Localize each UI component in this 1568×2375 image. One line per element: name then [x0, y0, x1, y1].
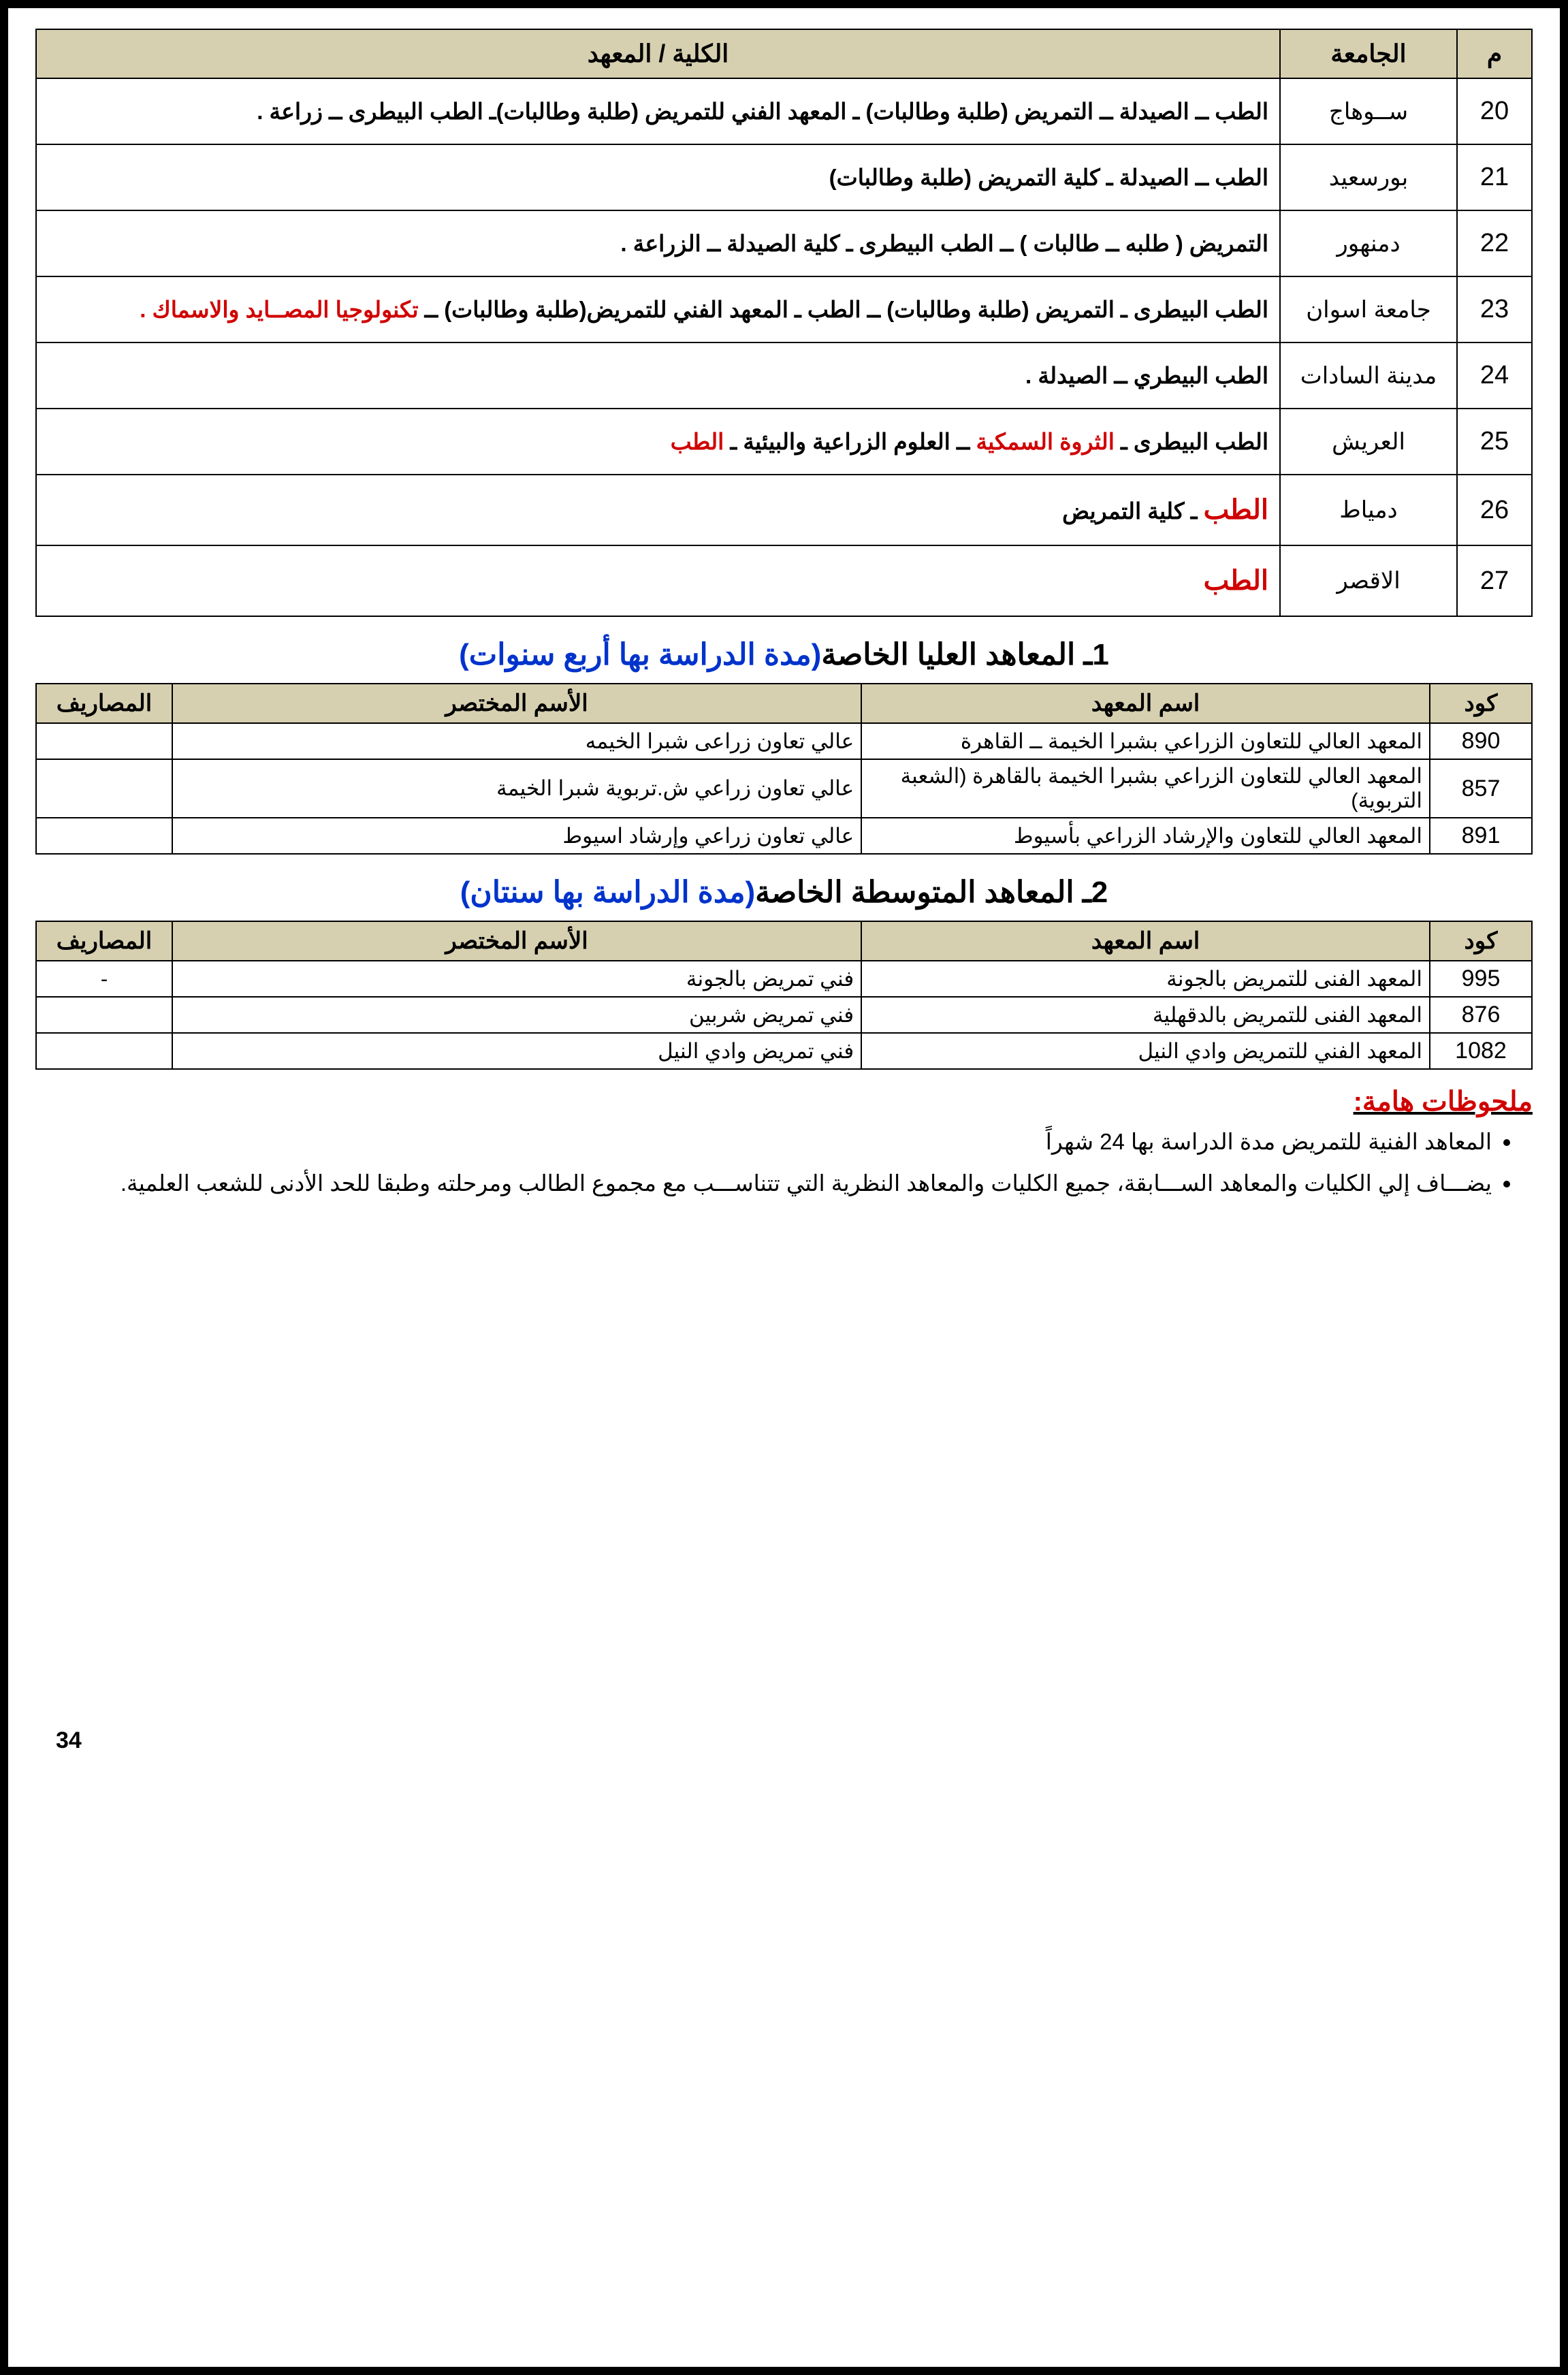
header-code: كود — [1430, 684, 1532, 723]
table-row: 20ســوهاجالطب ــ الصيدلة ــ التمريض (طلب… — [36, 78, 1532, 144]
section-2-title: 2ـ المعاهد المتوسطة الخاصة(مدة الدراسة ب… — [35, 875, 1533, 910]
section-2-prefix: 2ـ المعاهد المتوسطة الخاصة — [755, 876, 1108, 909]
cell-code: 890 — [1430, 723, 1532, 759]
cell-institute-name: المعهد العالي للتعاون والإرشاد الزراعي ب… — [861, 818, 1430, 854]
cell-fees — [36, 759, 172, 818]
cell-college: الطب — [36, 545, 1280, 616]
cell-college: التمريض ( طلبه ــ طالبات ) ــ الطب البيط… — [36, 210, 1280, 276]
table-row: 24مدينة الساداتالطب البيطري ــ الصيدلة . — [36, 342, 1532, 409]
cell-short-name: فني تمريض وادي النيل — [172, 1033, 861, 1069]
table-header-row: كود اسم المعهد الأسم المختصر المصاريف — [36, 684, 1532, 723]
section-1-blue: (مدة الدراسة بها أربع سنوات) — [459, 638, 821, 671]
cell-institute-name: المعهد الفنى للتمريض بالجونة — [861, 961, 1430, 997]
cell-code: 857 — [1430, 759, 1532, 818]
cell-university: العريش — [1280, 409, 1457, 475]
section-2-blue: (مدة الدراسة بها سنتان) — [460, 876, 755, 909]
cell-code: 876 — [1430, 997, 1532, 1033]
cell-college: الطب ــ الصيدلة ـ كلية التمريض (طلبة وطا… — [36, 144, 1280, 210]
cell-university: جامعة اسوان — [1280, 276, 1457, 342]
cell-fees: - — [36, 961, 172, 997]
cell-idx: 22 — [1457, 210, 1532, 276]
cell-idx: 23 — [1457, 276, 1532, 342]
header-fees: المصاريف — [36, 684, 172, 723]
table-row: 890المعهد العالي للتعاون الزراعي بشبرا ا… — [36, 723, 1532, 759]
cell-fees — [36, 818, 172, 854]
cell-idx: 21 — [1457, 144, 1532, 210]
table-row: 26دمياطالطب ـ كلية التمريض — [36, 475, 1532, 545]
cell-idx: 25 — [1457, 409, 1532, 475]
header-name: اسم المعهد — [861, 921, 1430, 961]
header-short: الأسم المختصر — [172, 684, 861, 723]
table-header-row: م الجامعة الكلية / المعهد — [36, 29, 1532, 78]
header-college: الكلية / المعهد — [36, 29, 1280, 78]
header-university: الجامعة — [1280, 29, 1457, 78]
section-1-title: 1ـ المعاهد العليا الخاصة(مدة الدراسة بها… — [35, 637, 1533, 672]
institutes-4yr-table: كود اسم المعهد الأسم المختصر المصاريف 89… — [35, 683, 1533, 855]
document-page: م الجامعة الكلية / المعهد 20ســوهاجالطب … — [0, 0, 1568, 2375]
header-fees: المصاريف — [36, 921, 172, 961]
cell-college: الطب ـ كلية التمريض — [36, 475, 1280, 545]
table-row: 21بورسعيدالطب ــ الصيدلة ـ كلية التمريض … — [36, 144, 1532, 210]
cell-short-name: عالي تعاون زراعي ش.تربوية شبرا الخيمة — [172, 759, 861, 818]
table-row: 27الاقصرالطب — [36, 545, 1532, 616]
cell-short-name: عالي تعاون زراعى شبرا الخيمه — [172, 723, 861, 759]
cell-institute-name: المعهد العالي للتعاون الزراعي بشبرا الخي… — [861, 759, 1430, 818]
cell-short-name: فني تمريض بالجونة — [172, 961, 861, 997]
cell-institute-name: المعهد الفني للتمريض وادي النيل — [861, 1033, 1430, 1069]
cell-idx: 24 — [1457, 342, 1532, 409]
cell-college: الطب البيطرى ـ التمريض (طلبة وطالبات) ــ… — [36, 276, 1280, 342]
cell-university: ســوهاج — [1280, 78, 1457, 144]
cell-university: بورسعيد — [1280, 144, 1457, 210]
cell-fees — [36, 1033, 172, 1069]
cell-university: دمياط — [1280, 475, 1457, 545]
cell-short-name: فني تمريض شربين — [172, 997, 861, 1033]
cell-institute-name: المعهد العالي للتعاون الزراعي بشبرا الخي… — [861, 723, 1430, 759]
cell-idx: 26 — [1457, 475, 1532, 545]
header-name: اسم المعهد — [861, 684, 1430, 723]
cell-university: دمنهور — [1280, 210, 1457, 276]
table-row: 876المعهد الفنى للتمريض بالدقهليةفني تمر… — [36, 997, 1532, 1033]
cell-code: 995 — [1430, 961, 1532, 997]
cell-university: الاقصر — [1280, 545, 1457, 616]
cell-institute-name: المعهد الفنى للتمريض بالدقهلية — [861, 997, 1430, 1033]
cell-code: 891 — [1430, 818, 1532, 854]
table-row: 995المعهد الفنى للتمريض بالجونةفني تمريض… — [36, 961, 1532, 997]
page-number: 34 — [56, 1727, 82, 1754]
cell-idx: 27 — [1457, 545, 1532, 616]
table-header-row: كود اسم المعهد الأسم المختصر المصاريف — [36, 921, 1532, 961]
table-row: 25العريشالطب البيطرى ـ الثروة السمكية ــ… — [36, 409, 1532, 475]
cell-college: الطب البيطرى ـ الثروة السمكية ــ العلوم … — [36, 409, 1280, 475]
table-row: 857المعهد العالي للتعاون الزراعي بشبرا ا… — [36, 759, 1532, 818]
universities-table: م الجامعة الكلية / المعهد 20ســوهاجالطب … — [35, 29, 1533, 617]
header-short: الأسم المختصر — [172, 921, 861, 961]
table-row: 1082المعهد الفني للتمريض وادي النيلفني ت… — [36, 1033, 1532, 1069]
notes-heading: ملحوظات هامة: — [35, 1086, 1533, 1117]
cell-short-name: عالي تعاون زراعي وإرشاد اسيوط — [172, 818, 861, 854]
cell-university: مدينة السادات — [1280, 342, 1457, 409]
section-1-prefix: 1ـ المعاهد العليا الخاصة — [821, 638, 1109, 671]
note-item: يضـــاف إلي الكليات والمعاهد الســـابقة،… — [56, 1166, 1492, 1202]
cell-idx: 20 — [1457, 78, 1532, 144]
cell-fees — [36, 723, 172, 759]
notes-list: المعاهد الفنية للتمريض مدة الدراسة بها 2… — [35, 1124, 1533, 1202]
table-row: 891المعهد العالي للتعاون والإرشاد الزراع… — [36, 818, 1532, 854]
note-item: المعاهد الفنية للتمريض مدة الدراسة بها 2… — [56, 1124, 1492, 1160]
cell-college: الطب البيطري ــ الصيدلة . — [36, 342, 1280, 409]
cell-fees — [36, 997, 172, 1033]
institutes-2yr-table: كود اسم المعهد الأسم المختصر المصاريف 99… — [35, 921, 1533, 1070]
header-idx: م — [1457, 29, 1532, 78]
cell-college: الطب ــ الصيدلة ــ التمريض (طلبة وطالبات… — [36, 78, 1280, 144]
cell-code: 1082 — [1430, 1033, 1532, 1069]
table-row: 23جامعة اسوانالطب البيطرى ـ التمريض (طلب… — [36, 276, 1532, 342]
header-code: كود — [1430, 921, 1532, 961]
table-row: 22دمنهورالتمريض ( طلبه ــ طالبات ) ــ ال… — [36, 210, 1532, 276]
